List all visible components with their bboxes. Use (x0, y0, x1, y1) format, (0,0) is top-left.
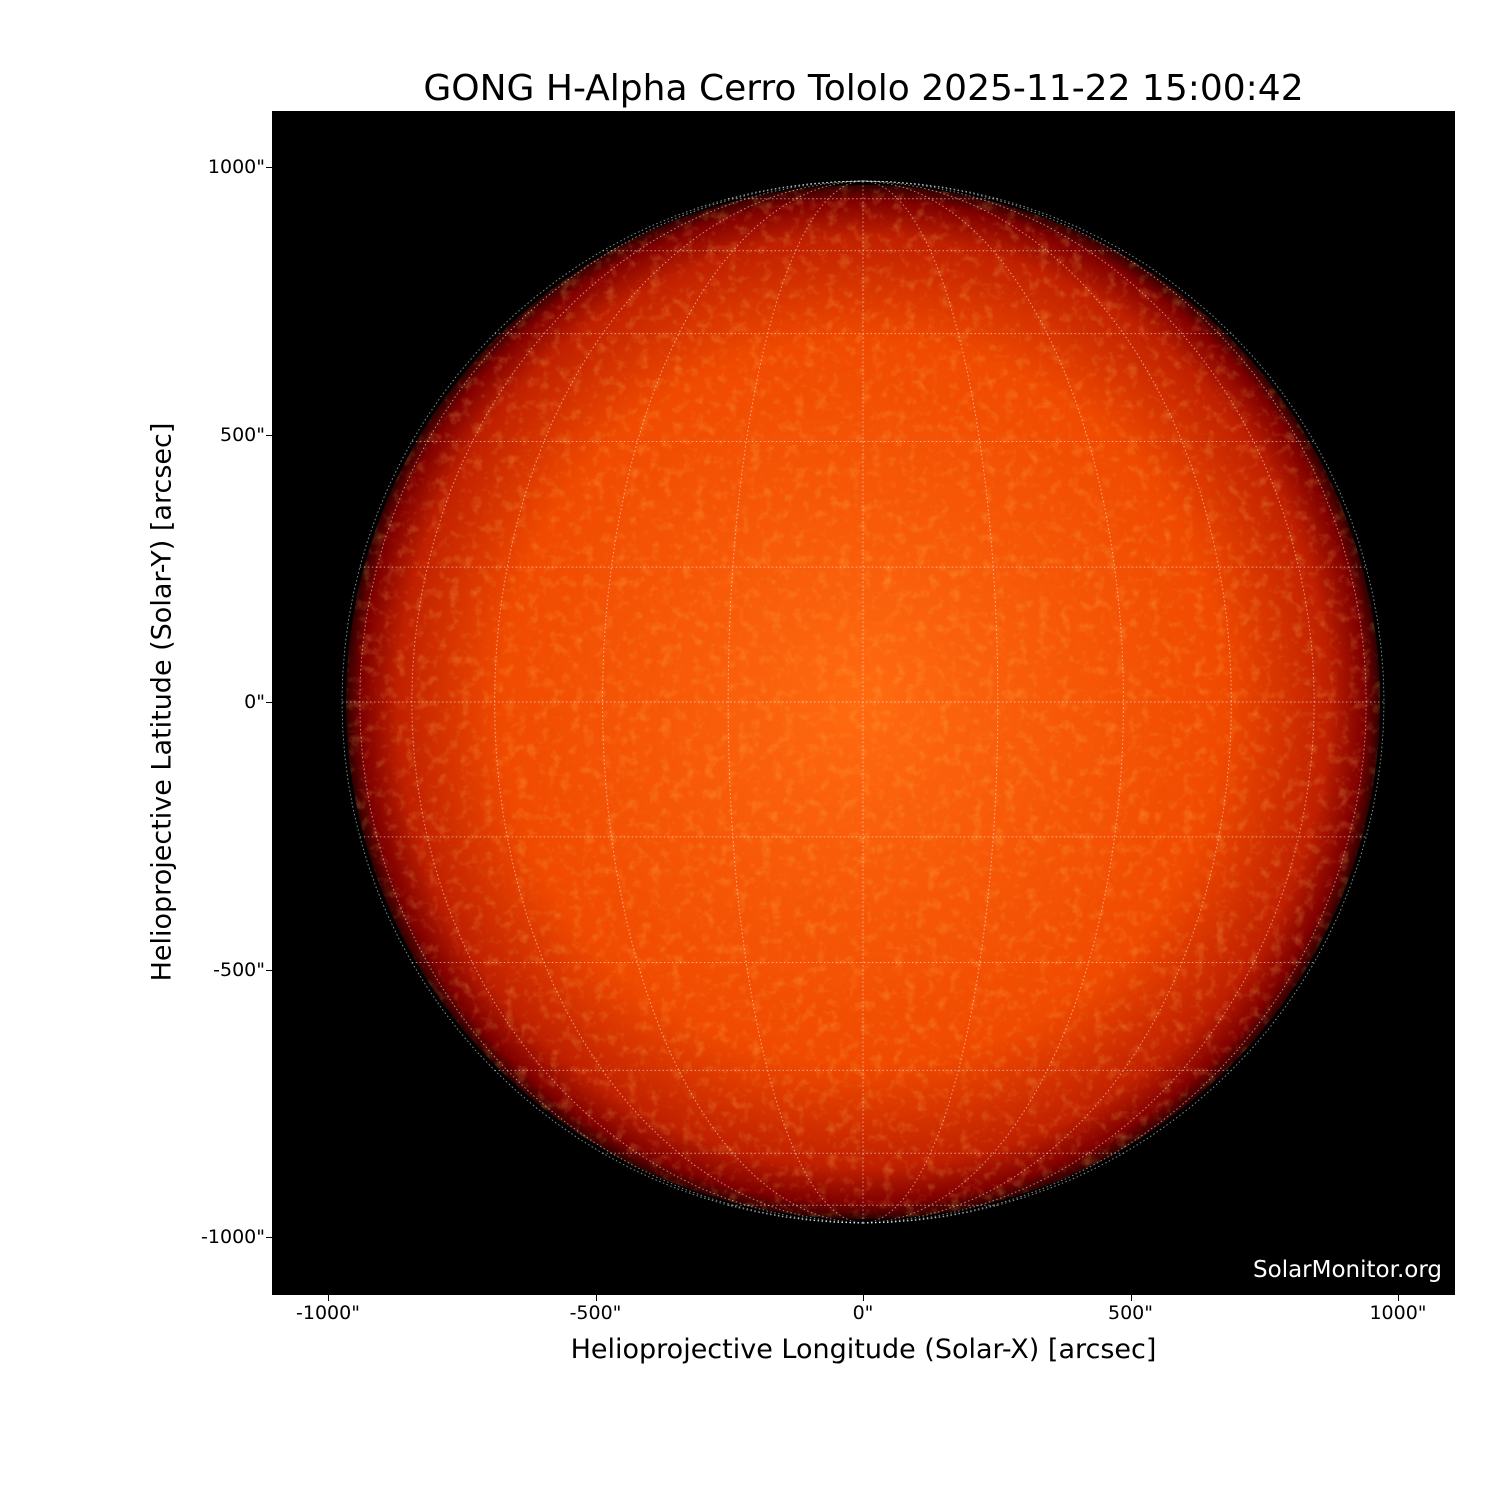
y-tick-label: 1000" (207, 156, 265, 178)
y-tick-mark (266, 1237, 272, 1238)
plot-title: GONG H-Alpha Cerro Tololo 2025-11-22 15:… (423, 68, 1304, 109)
longitude-grid-line (494, 180, 864, 1224)
x-tick-mark (1398, 1295, 1399, 1301)
longitude-grid-line (601, 180, 864, 1224)
y-tick-label: -500" (213, 958, 265, 981)
x-tick-label: -500" (569, 1302, 622, 1324)
x-axis-label: Helioprojective Longitude (Solar-X) [arc… (570, 1334, 1157, 1365)
y-tick-label: -1000" (201, 1226, 265, 1248)
longitude-grid-line (862, 180, 1125, 1224)
y-tick-mark (266, 969, 272, 971)
longitude-grid-line (862, 180, 1232, 1224)
longitude-grid-line (727, 180, 864, 1224)
longitude-grid-line (862, 180, 1385, 1224)
y-tick-label: 500" (219, 423, 265, 446)
longitude-grid-line (862, 180, 999, 1224)
watermark: SolarMonitor.org (1253, 1257, 1442, 1283)
solar-disk-image (341, 180, 1385, 1224)
y-tick-mark (266, 702, 272, 703)
solar-image-axes: SolarMonitor.org (272, 111, 1455, 1295)
longitude-grid-line (341, 180, 864, 1224)
y-tick-label: 0" (244, 691, 265, 713)
y-axis-label: Helioprojective Latitude (Solar-Y) [arcs… (146, 422, 178, 982)
longitude-grid-line (862, 180, 1367, 1224)
x-tick-label: 1000" (1369, 1302, 1427, 1324)
x-tick-mark (328, 1295, 329, 1301)
y-tick-mark (266, 167, 272, 168)
x-tick-mark (595, 1295, 597, 1301)
x-tick-label: 500" (1107, 1302, 1154, 1324)
y-tick-mark (266, 434, 272, 436)
x-tick-mark (863, 1295, 864, 1301)
x-tick-label: 0" (852, 1302, 874, 1324)
x-tick-mark (1130, 1295, 1132, 1301)
longitude-grid-line (359, 180, 864, 1224)
x-tick-label: -1000" (296, 1302, 360, 1324)
longitude-grid-line (411, 180, 864, 1224)
longitude-grid-line (862, 180, 1315, 1224)
